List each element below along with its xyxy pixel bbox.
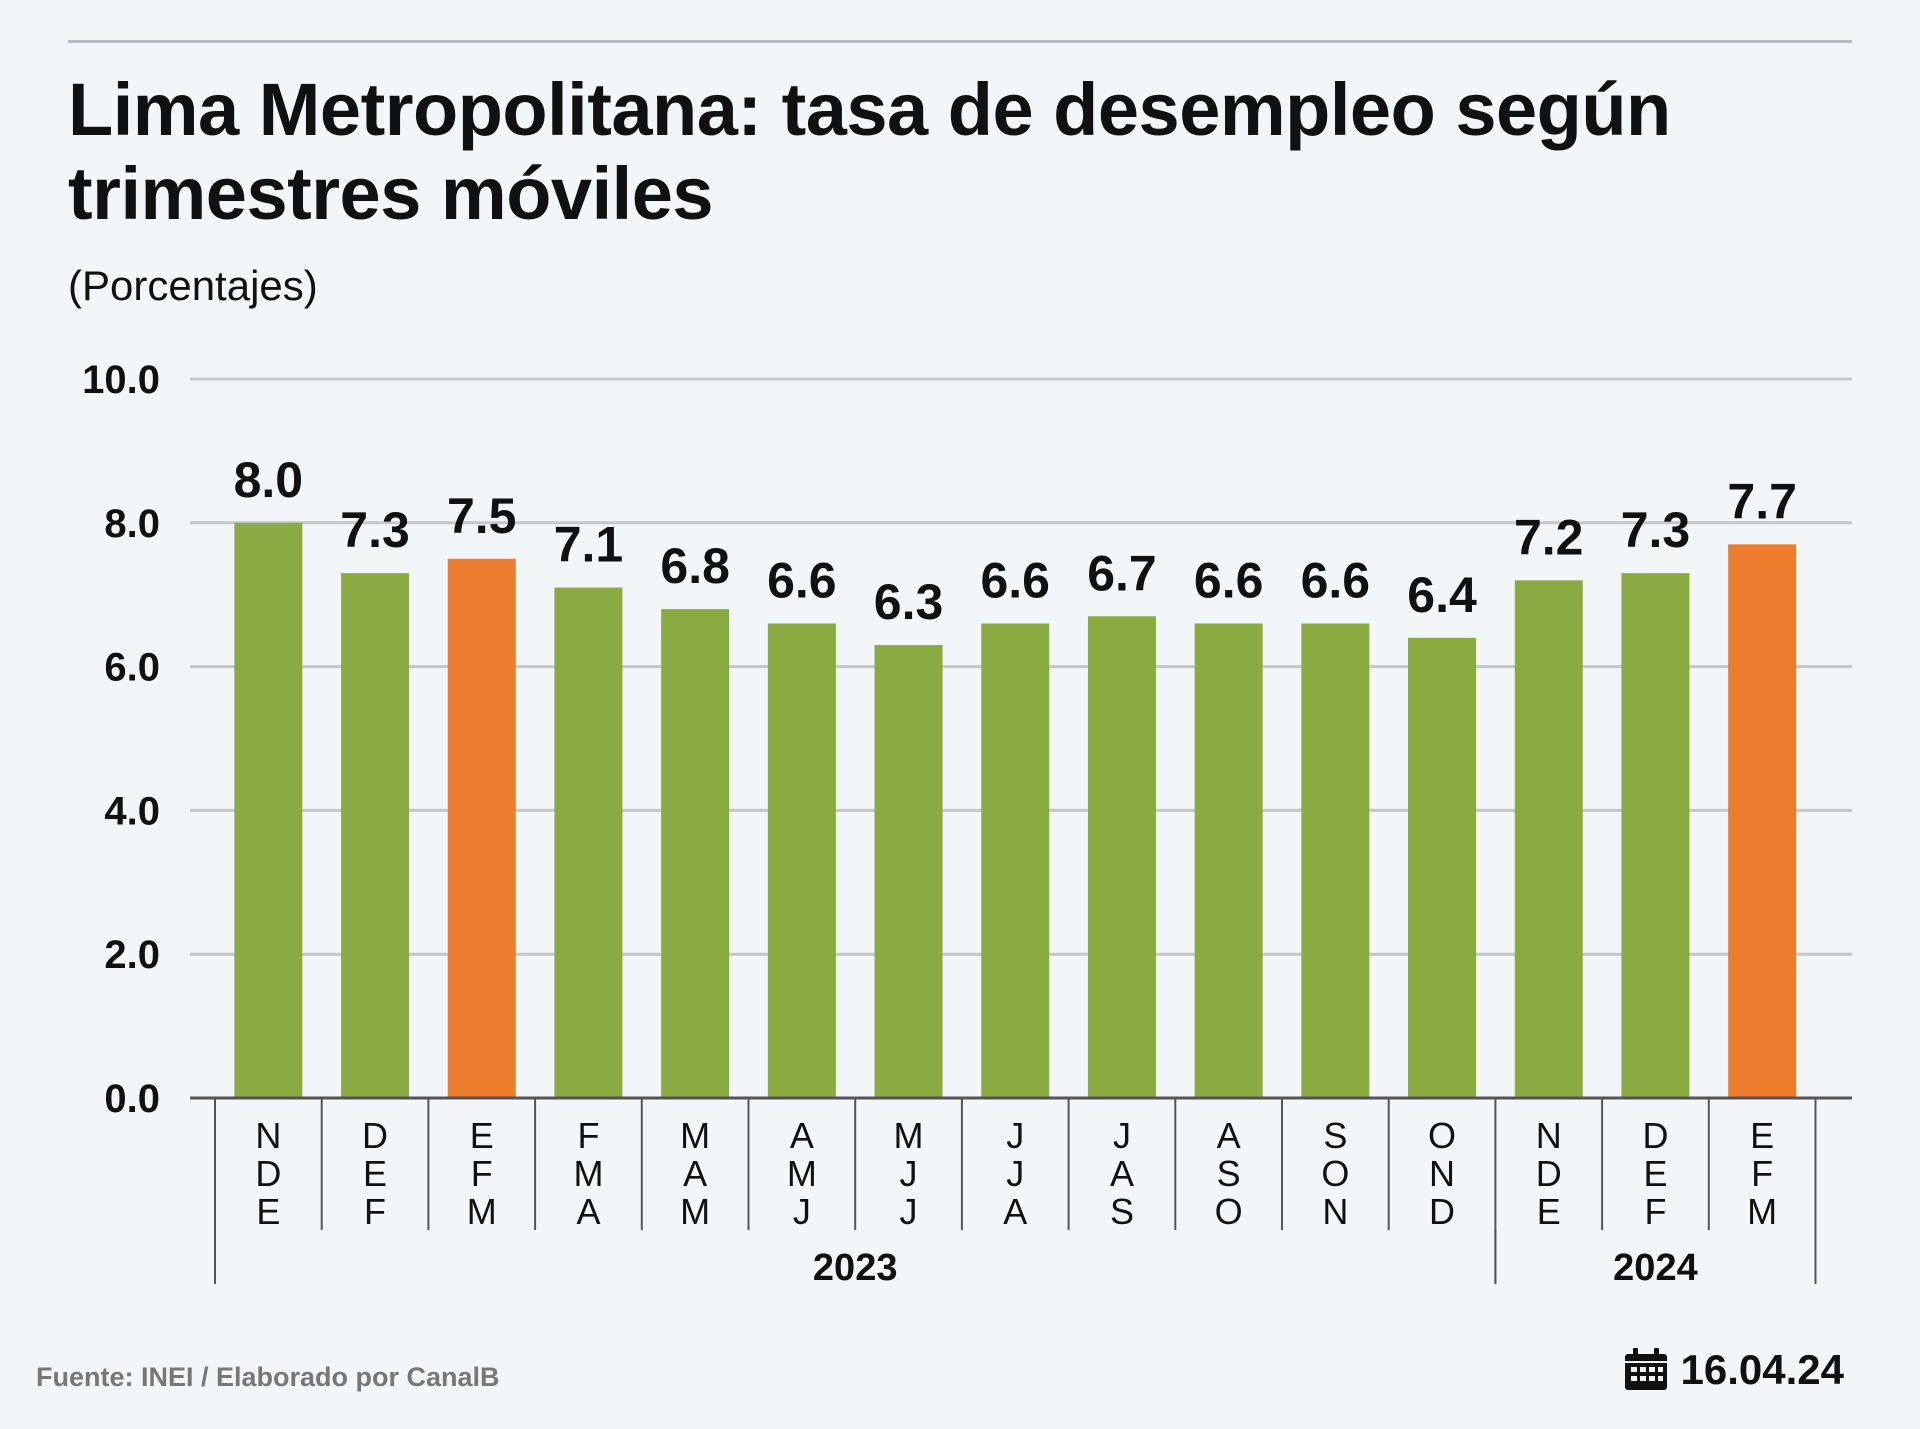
bar xyxy=(554,587,623,1098)
x-tick-label: E xyxy=(1750,1115,1774,1156)
data-label: 6.6 xyxy=(1194,552,1264,608)
x-tick-label: D xyxy=(362,1115,388,1156)
bar xyxy=(874,645,943,1098)
x-tick-label: F xyxy=(1751,1153,1773,1194)
bar xyxy=(234,522,303,1098)
x-tick-label: J xyxy=(900,1191,918,1232)
x-tick-label: M xyxy=(573,1153,603,1194)
bar xyxy=(767,623,836,1098)
x-axis: NDEDEFEFMFMAMAMAMJMJJJJAJASASOSONONDNDED… xyxy=(190,1096,1852,1289)
bar xyxy=(1728,544,1797,1098)
year-label: 2023 xyxy=(813,1247,898,1289)
y-tick-label: 8.0 xyxy=(104,502,160,546)
x-tick-label: S xyxy=(1110,1191,1134,1232)
data-label: 6.7 xyxy=(1087,545,1157,601)
year-label: 2024 xyxy=(1613,1247,1698,1289)
x-tick-label: D xyxy=(255,1153,281,1194)
x-tick-label: F xyxy=(577,1115,599,1156)
x-tick-label: E xyxy=(470,1115,494,1156)
bar-chart: 0.0 2.0 4.0 6.0 8.0 10.0 8.0 7.3 7.5 7.1 6.8 6.6 6.… xyxy=(82,358,1852,1289)
y-tick-label: 10.0 xyxy=(82,358,160,402)
bar xyxy=(1514,580,1583,1098)
x-tick-label: N xyxy=(255,1115,281,1156)
data-label: 6.6 xyxy=(1301,552,1371,608)
x-tick-label: A xyxy=(1217,1115,1241,1156)
bar xyxy=(1621,573,1690,1098)
x-tick-label: M xyxy=(787,1153,817,1194)
x-tick-label: M xyxy=(680,1191,710,1232)
data-label: 7.2 xyxy=(1514,509,1584,565)
chart-subtitle: (Porcentajes) xyxy=(68,262,318,309)
x-tick-label: M xyxy=(1747,1191,1777,1232)
y-tick-label: 4.0 xyxy=(104,789,160,833)
data-label: 7.5 xyxy=(447,488,517,544)
data-label: 7.7 xyxy=(1727,473,1797,529)
x-tick-label: D xyxy=(1642,1115,1668,1156)
x-tick-label: A xyxy=(576,1191,600,1232)
bar xyxy=(981,623,1050,1098)
bar xyxy=(1087,616,1156,1098)
x-tick-label: N xyxy=(1536,1115,1562,1156)
x-tick-label: N xyxy=(1429,1153,1455,1194)
bar xyxy=(341,573,410,1098)
x-tick-label: D xyxy=(1429,1191,1455,1232)
y-tick-label: 2.0 xyxy=(104,933,160,977)
x-tick-label: E xyxy=(1643,1153,1667,1194)
x-tick-label: S xyxy=(1323,1115,1347,1156)
data-label: 6.3 xyxy=(874,574,944,630)
data-labels: 8.0 7.3 7.5 7.1 6.8 6.6 6.3 6.6 6.7 6.6 6.6 6.4 7.2 7… xyxy=(234,452,1797,630)
date-label: 16.04.24 xyxy=(1680,1346,1845,1393)
x-tick-label: J xyxy=(1006,1153,1024,1194)
x-tick-label: J xyxy=(1006,1115,1024,1156)
x-tick-label: A xyxy=(683,1153,707,1194)
x-tick-label: N xyxy=(1322,1191,1348,1232)
data-label: 7.1 xyxy=(554,517,624,573)
x-tick-label: O xyxy=(1428,1115,1456,1156)
bars xyxy=(234,522,1797,1098)
bar xyxy=(447,558,516,1098)
top-rule xyxy=(68,40,1852,43)
data-label: 6.8 xyxy=(660,538,730,594)
y-tick-label: 0.0 xyxy=(104,1077,160,1121)
x-tick-label: E xyxy=(256,1191,280,1232)
x-tick-label: A xyxy=(790,1115,814,1156)
x-tick-label: O xyxy=(1321,1153,1349,1194)
data-label: 6.6 xyxy=(980,552,1050,608)
data-label: 7.3 xyxy=(340,502,410,558)
data-label: 8.0 xyxy=(234,452,304,508)
x-tick-label: O xyxy=(1215,1191,1243,1232)
source-note: Fuente: INEI / Elaborado por CanalB xyxy=(36,1362,500,1392)
data-label: 6.4 xyxy=(1407,567,1477,623)
x-tick-label: M xyxy=(680,1115,710,1156)
x-tick-label: J xyxy=(793,1191,811,1232)
bar xyxy=(1301,623,1370,1098)
x-tick-label: M xyxy=(894,1115,924,1156)
x-tick-label: E xyxy=(1537,1191,1561,1232)
data-label: 7.3 xyxy=(1621,502,1691,558)
bar xyxy=(1194,623,1263,1098)
x-tick-label: F xyxy=(364,1191,386,1232)
calendar-icon xyxy=(1624,1348,1667,1390)
x-tick-label: E xyxy=(363,1153,387,1194)
date-block: 16.04.24 xyxy=(1623,1346,1845,1394)
chart-title: Lima Metropolitana: tasa de desempleo se… xyxy=(68,68,1671,235)
x-tick-label: D xyxy=(1536,1153,1562,1194)
x-tick-label: M xyxy=(467,1191,497,1232)
x-tick-label: S xyxy=(1217,1153,1241,1194)
x-tick-label: A xyxy=(1003,1191,1027,1232)
x-tick-label: J xyxy=(1113,1115,1131,1156)
x-tick-label: A xyxy=(1110,1153,1134,1194)
data-label: 6.6 xyxy=(767,552,837,608)
bar xyxy=(1408,637,1477,1098)
bar xyxy=(661,609,730,1098)
x-tick-label: F xyxy=(471,1153,493,1194)
x-tick-label: F xyxy=(1644,1191,1666,1232)
y-tick-label: 6.0 xyxy=(104,646,160,690)
x-tick-label: J xyxy=(900,1153,918,1194)
